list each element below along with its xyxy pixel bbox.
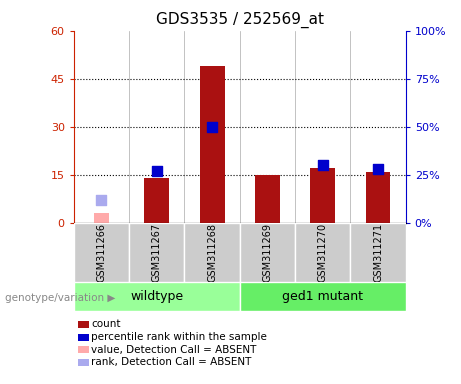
Bar [366, 172, 390, 223]
Bar [240, 223, 295, 282]
Text: GSM311266: GSM311266 [96, 223, 106, 282]
Bar [94, 213, 109, 223]
Text: GSM311270: GSM311270 [318, 223, 328, 282]
Point [98, 197, 105, 203]
Text: rank, Detection Call = ABSENT: rank, Detection Call = ABSENT [91, 358, 252, 367]
Text: genotype/variation ▶: genotype/variation ▶ [5, 293, 115, 303]
Bar [144, 178, 169, 223]
Title: GDS3535 / 252569_at: GDS3535 / 252569_at [156, 12, 324, 28]
Text: GSM311268: GSM311268 [207, 223, 217, 282]
Text: wildtype: wildtype [130, 290, 183, 303]
Bar [240, 282, 406, 311]
Bar [295, 223, 350, 282]
Bar [74, 282, 240, 311]
Point [208, 124, 216, 130]
Bar [74, 223, 129, 282]
Point [153, 168, 160, 174]
Text: ged1 mutant: ged1 mutant [282, 290, 363, 303]
Bar [350, 223, 406, 282]
Text: GSM311267: GSM311267 [152, 223, 162, 282]
Bar [310, 168, 335, 223]
Text: count: count [91, 319, 121, 329]
Bar [255, 175, 280, 223]
Text: GSM311271: GSM311271 [373, 223, 383, 282]
Text: value, Detection Call = ABSENT: value, Detection Call = ABSENT [91, 345, 257, 355]
Point [319, 162, 326, 168]
Point [374, 166, 382, 172]
Bar [184, 223, 240, 282]
Text: GSM311269: GSM311269 [262, 223, 272, 282]
Bar [129, 223, 184, 282]
Text: percentile rank within the sample: percentile rank within the sample [91, 332, 267, 342]
Bar [200, 66, 225, 223]
